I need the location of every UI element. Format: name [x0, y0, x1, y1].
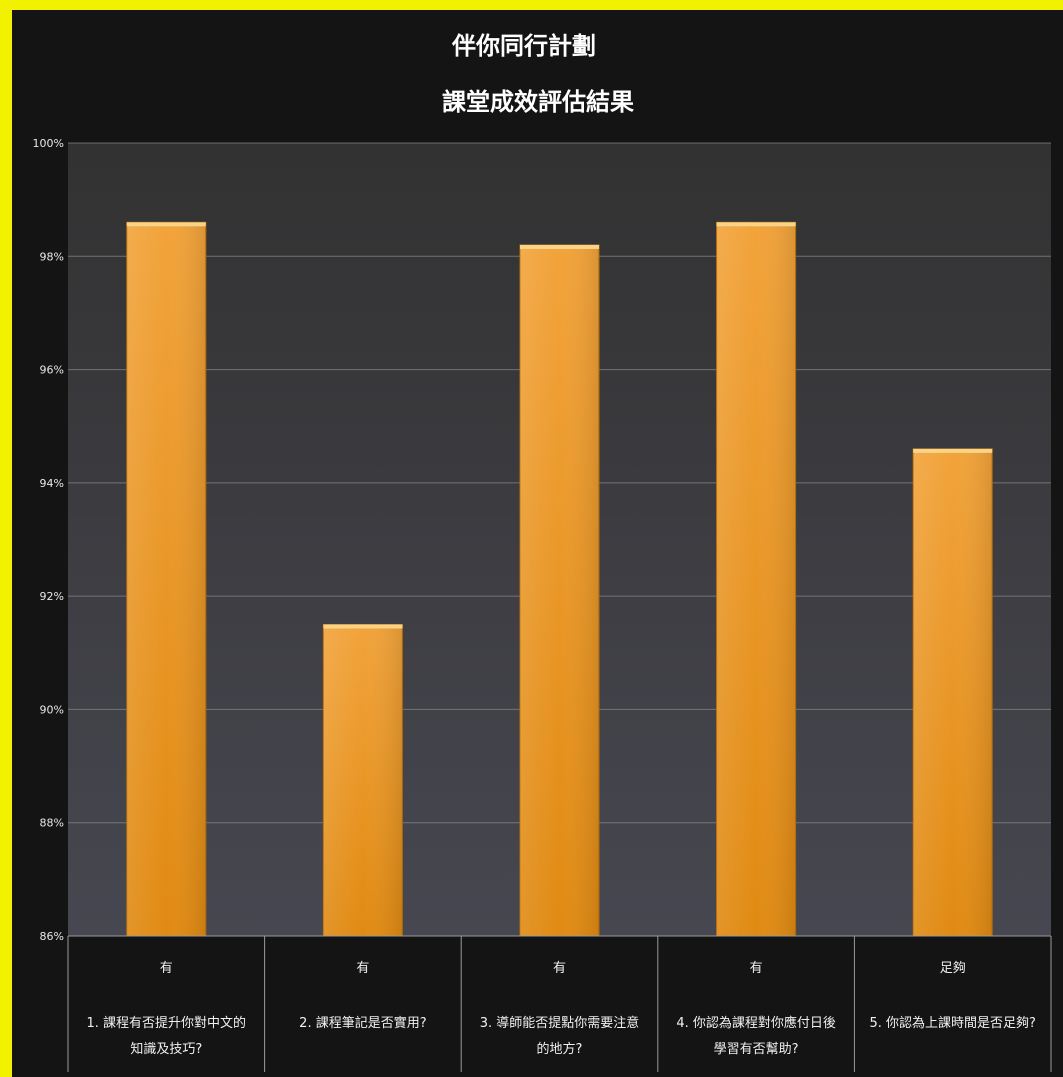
bar-shade: [520, 244, 599, 936]
category-answer: 有: [750, 961, 763, 976]
y-tick-label: 90%: [40, 703, 64, 716]
bar-cap: [913, 448, 993, 453]
category-question: 3. 導師能否提點你需要注意: [480, 1015, 640, 1031]
bar-cap: [716, 222, 796, 227]
bar-shade: [913, 448, 993, 936]
bar-cap: [323, 624, 403, 629]
chart-frame: 伴你同行計劃 課堂成效評估結果 86% 88% 90% 92% 94% 96% 98% 100…: [12, 10, 1063, 1077]
y-axis: 86% 88% 90% 92% 94% 96% 98% 100%: [33, 137, 64, 943]
category-question: 1. 課程有否提升你對中文的: [87, 1015, 247, 1031]
category-question: 5. 你認為上課時間是否足夠?: [869, 1015, 1035, 1031]
y-tick-label: 96%: [40, 364, 64, 377]
category-answer: 有: [356, 961, 369, 976]
bars: [126, 221, 993, 937]
category-question-cont: 學習有否幫助?: [714, 1041, 799, 1057]
y-tick-label: 98%: [40, 250, 64, 263]
bar-shade: [323, 624, 403, 936]
y-tick-label: 88%: [40, 817, 64, 830]
y-tick-label: 94%: [40, 477, 64, 490]
category-question: 4. 你認為課程對你應付日後: [676, 1015, 836, 1031]
bar-shade: [126, 222, 206, 937]
y-tick-label: 100%: [33, 137, 64, 150]
y-tick-label: 92%: [40, 590, 64, 603]
category-question-cont: 的地方?: [537, 1041, 583, 1057]
category-answer: 有: [553, 961, 566, 976]
bar-chart: 伴你同行計劃 課堂成效評估結果 86% 88% 90% 92% 94% 96% 98% 100…: [33, 32, 1052, 1072]
y-tick-label: 86%: [40, 930, 64, 943]
bar-shade: [716, 222, 796, 937]
category-answer: 足夠: [940, 960, 966, 976]
category-answer: 有: [160, 961, 173, 976]
chart-subtitle: 課堂成效評估結果: [442, 88, 634, 116]
category-question-cont: 知識及技巧?: [130, 1041, 202, 1057]
chart-title: 伴你同行計劃: [451, 32, 596, 60]
category-question: 2. 課程筆記是否實用?: [299, 1015, 426, 1031]
bar-cap: [126, 222, 206, 227]
bar-cap: [520, 244, 599, 249]
